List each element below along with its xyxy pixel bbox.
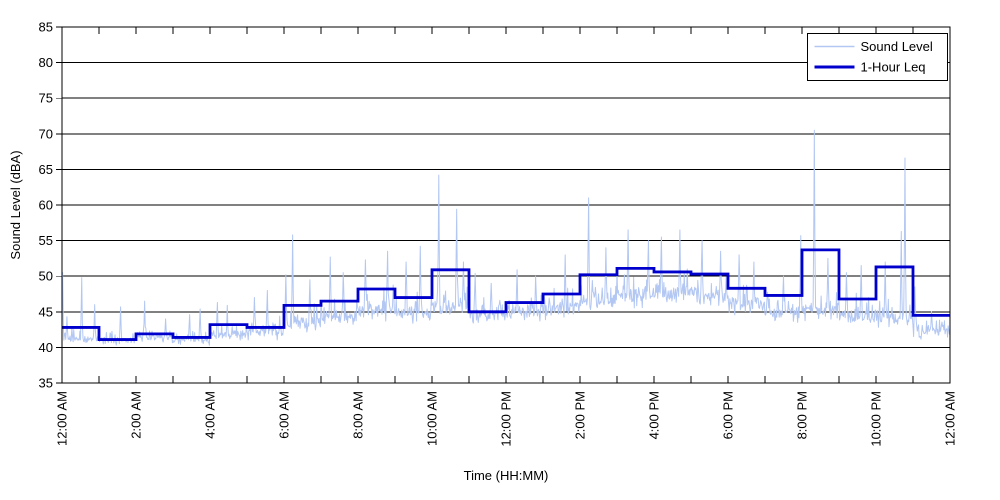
- x-tick-label: 12:00 PM: [499, 391, 514, 447]
- y-axis-title: Sound Level (dBA): [8, 150, 23, 260]
- y-tick-label: 70: [39, 126, 53, 141]
- y-tick-label: 85: [39, 20, 53, 35]
- x-tick-label: 6:00 PM: [721, 391, 736, 439]
- y-tick-label: 60: [39, 198, 53, 213]
- x-tick-label: 10:00 PM: [869, 391, 884, 447]
- x-tick-label: 8:00 PM: [795, 391, 810, 439]
- x-axis-title: Time (HH:MM): [463, 468, 549, 483]
- y-tick-label: 65: [39, 162, 53, 177]
- x-tick-label: 12:00 AM: [55, 391, 70, 446]
- legend-label-sound-level: Sound Level: [861, 39, 933, 54]
- y-tick-label: 45: [39, 304, 53, 319]
- x-tick-label: 4:00 AM: [203, 391, 218, 439]
- y-tick-label: 80: [39, 55, 53, 70]
- legend-label-leq: 1-Hour Leq: [861, 60, 926, 75]
- y-tick-label: 75: [39, 91, 53, 106]
- legend-box: [807, 33, 948, 81]
- x-tick-label: 6:00 AM: [277, 391, 292, 439]
- x-tick-label: 8:00 AM: [351, 391, 366, 439]
- y-tick-label: 35: [39, 376, 53, 391]
- x-tick-label: 12:00 AM: [943, 391, 958, 446]
- x-tick-label: 2:00 PM: [573, 391, 588, 439]
- y-tick-label: 55: [39, 233, 53, 248]
- x-tick-label: 4:00 PM: [647, 391, 662, 439]
- x-tick-label: 10:00 AM: [425, 391, 440, 446]
- y-tick-label: 40: [39, 340, 53, 355]
- x-tick-label: 2:00 AM: [129, 391, 144, 439]
- leq-series: [62, 248, 950, 341]
- y-tick-label: 50: [39, 269, 53, 284]
